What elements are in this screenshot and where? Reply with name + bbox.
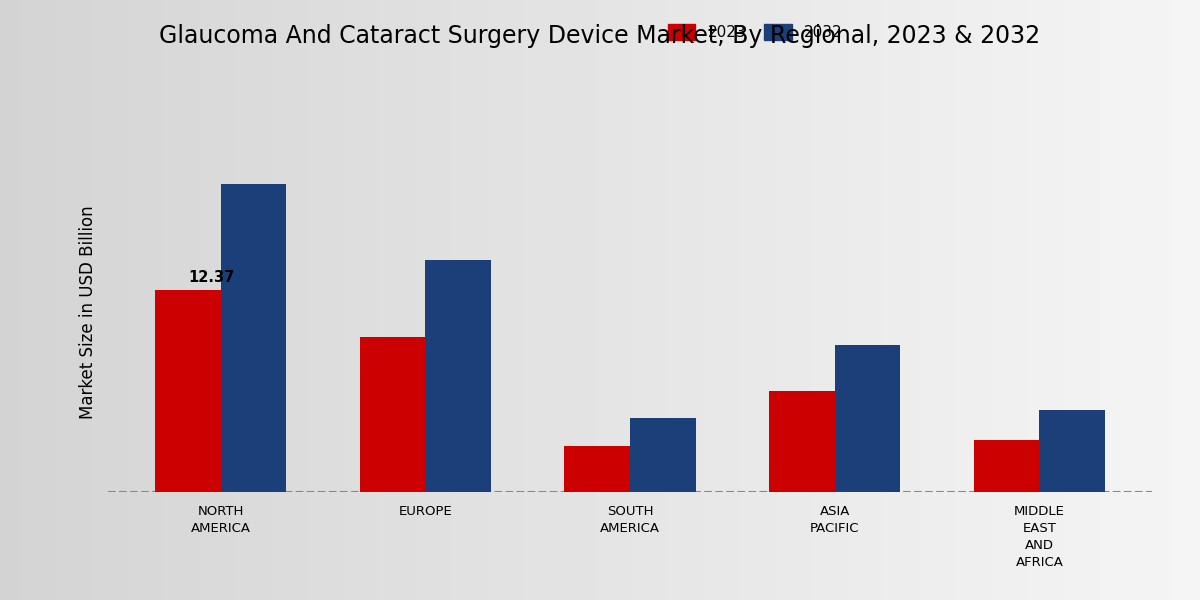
Legend: 2023, 2032: 2023, 2032	[667, 25, 842, 40]
Text: 12.37: 12.37	[188, 271, 234, 286]
Bar	[564, 446, 630, 492]
Bar	[769, 391, 835, 492]
Bar	[630, 418, 696, 492]
Bar	[425, 260, 491, 492]
Bar	[1039, 410, 1105, 492]
Bar	[835, 345, 900, 492]
Y-axis label: Market Size in USD Billion: Market Size in USD Billion	[79, 205, 97, 419]
Bar	[974, 440, 1039, 492]
Text: Glaucoma And Cataract Surgery Device Market, By Regional, 2023 & 2032: Glaucoma And Cataract Surgery Device Mar…	[160, 24, 1040, 48]
Bar	[360, 337, 425, 492]
Bar	[221, 184, 286, 492]
Bar	[155, 290, 221, 492]
